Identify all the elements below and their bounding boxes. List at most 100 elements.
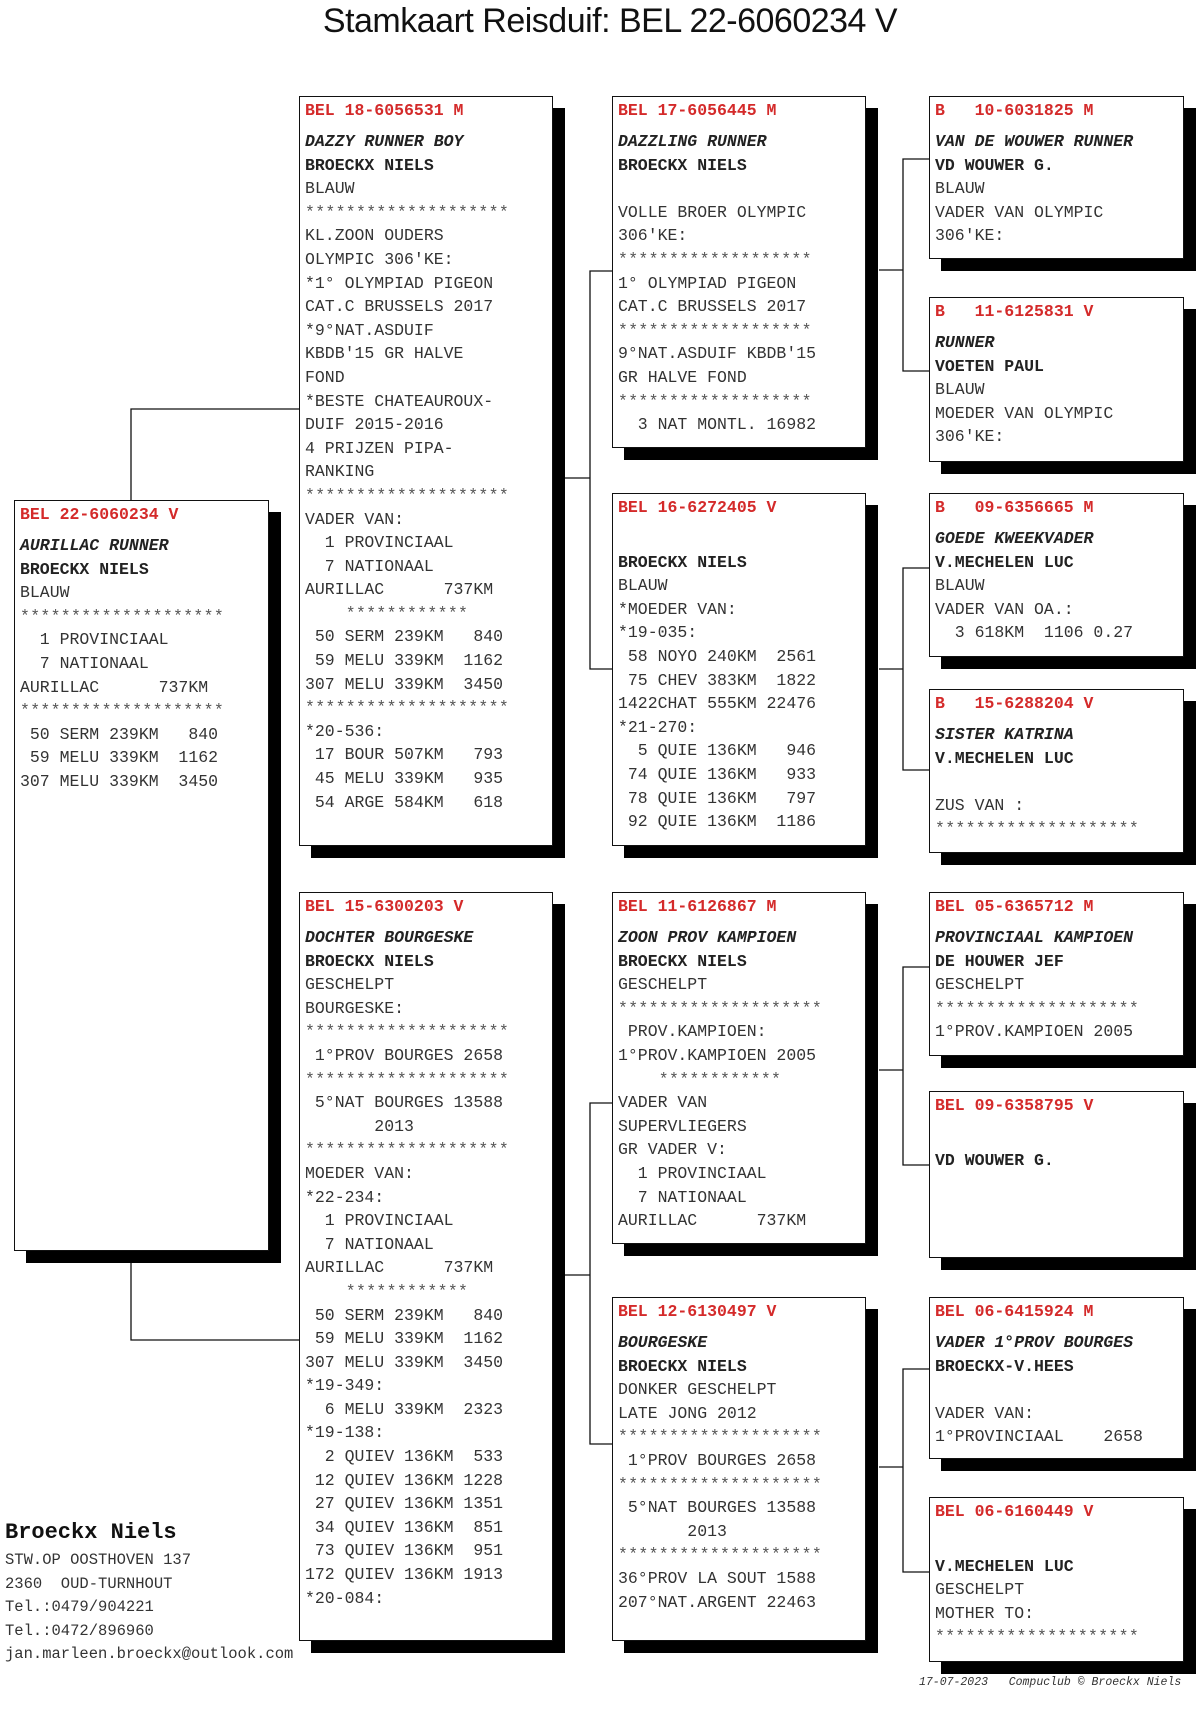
pigeon-card[interactable]: BEL 06-6415924 M VADER 1°PROV BOURGES BROE…	[929, 1297, 1184, 1459]
pedigree-line: *9°NAT.ASDUIF	[305, 320, 434, 340]
separator: *******************	[618, 320, 812, 340]
pigeon-card[interactable]: BEL 17-6056445 M DAZZLING RUNNER BROECKX N…	[612, 96, 866, 448]
pedigree-line: KL.ZOON OUDERS	[305, 226, 444, 246]
pedigree-line: 1 PROVINCIAAL	[305, 1211, 454, 1231]
separator: ********************	[305, 202, 510, 222]
pedigree-line: 59 MELU 339KM 1162	[20, 748, 219, 768]
ring-number: BEL 06-6160449 V	[935, 1502, 1094, 1521]
connector-gen2-c-branch	[902, 966, 929, 1166]
pedigree-line: 50 SERM 239KM 840	[305, 1305, 504, 1325]
pedigree-line: 2013	[618, 1521, 727, 1541]
pedigree-line: GESCHELPT	[935, 1580, 1025, 1600]
pigeon-card[interactable]: B 10-6031825 M VAN DE WOUWER RUNNER VD WOU…	[929, 96, 1184, 259]
pedigree-line: 1°PROVINCIAAL 2658	[935, 1427, 1143, 1447]
pedigree-line: 12 QUIEV 136KM 1228	[305, 1470, 504, 1490]
pedigree-line: *19-349:	[305, 1376, 385, 1396]
pedigree-line: BLAUW	[935, 380, 985, 400]
ring-number: BEL 11-6126867 M	[618, 897, 777, 916]
connector-root-sire	[130, 408, 299, 500]
pigeon-name: SISTER KATRINA	[935, 725, 1074, 744]
pedigree-line: MOEDER VAN:	[305, 1163, 414, 1183]
separator: ********************	[305, 1140, 510, 1160]
breeder-name: BROECKX NIELS	[618, 951, 747, 971]
pigeon-card[interactable]: BEL 05-6365712 M PROVINCIAAL KAMPIOEN DE H…	[929, 892, 1184, 1056]
pigeon-card[interactable]: BEL 12-6130497 V BOURGESKE BROECKX NIELS DO…	[612, 1297, 866, 1641]
pigeon-name: GOEDE KWEEKVADER	[935, 529, 1094, 548]
pigeon-name: DAZZLING RUNNER	[618, 132, 767, 151]
ring-number: BEL 17-6056445 M	[618, 101, 777, 120]
pedigree-line: 307 MELU 339KM 3450	[20, 771, 219, 791]
pigeon-card[interactable]: B 11-6125831 V RUNNER VOETEN PAUL BLAUW MOED…	[929, 297, 1184, 462]
pigeon-card[interactable]: BEL 16-6272405 V BROECKX NIELS BLAUW *MOEDE…	[612, 493, 866, 846]
pedigree-line: *BESTE CHATEAUROUX-	[305, 391, 494, 411]
pedigree-line: 9°NAT.ASDUIF KBDB'15	[618, 344, 817, 364]
pigeon-name	[935, 1125, 1183, 1149]
separator: *******************	[618, 249, 812, 269]
owner-info: Broeckx Niels STW.OP OOSTHOVEN 137 2360 …	[5, 1520, 293, 1667]
pedigree-line: *22-234:	[305, 1187, 385, 1207]
pigeon-card[interactable]: BEL 18-6056531 M DAZZY RUNNER BOY BROECKX …	[299, 96, 553, 846]
pedigree-line: *21-270:	[618, 717, 698, 737]
pedigree-line: 17 BOUR 507KM 793	[305, 745, 504, 765]
breeder-name: BROECKX NIELS	[20, 559, 149, 579]
pedigree-line: 5°NAT BOURGES 13588	[305, 1093, 504, 1113]
pigeon-name: DAZZY RUNNER BOY	[305, 132, 464, 151]
owner-phone-2: Tel.:0472/896960	[5, 1621, 154, 1640]
pedigree-line: VOLLE BROER OLYMPIC	[618, 202, 807, 222]
breeder-name: BROECKX NIELS	[618, 155, 747, 175]
breeder-name: VD WOUWER G.	[935, 1150, 1054, 1170]
pedigree-line: 75 CHEV 383KM 1822	[618, 670, 817, 690]
pigeon-name: AURILLAC RUNNER	[20, 536, 169, 555]
breeder-name: DE HOUWER JEF	[935, 951, 1064, 971]
pedigree-line: 1°PROV.KAMPIOEN 2005	[935, 1022, 1134, 1042]
pedigree-line: *19-035:	[618, 623, 698, 643]
pedigree-line: 4 PRIJZEN PIPA-	[305, 438, 454, 458]
ring-number: BEL 22-6060234 V	[20, 505, 179, 524]
owner-email: jan.marleen.broeckx@outlook.com	[5, 1645, 294, 1664]
connector-gen1-dam-branch	[589, 1102, 612, 1445]
breeder-name: VOETEN PAUL	[935, 356, 1044, 376]
pigeon-card[interactable]: BEL 09-6358795 V VD WOUWER G.	[929, 1091, 1184, 1258]
pigeon-name: DOCHTER BOURGESKE	[305, 928, 474, 947]
breeder-name: VD WOUWER G.	[935, 155, 1054, 175]
pedigree-line: DUIF 2015-2016	[305, 415, 444, 435]
ring-number: B 09-6356665 M	[935, 498, 1094, 517]
ring-number: B 15-6288204 V	[935, 694, 1094, 713]
pedigree-line: 172 QUIEV 136KM 1913	[305, 1565, 504, 1585]
pedigree-line: 1° OLYMPIAD PIGEON	[618, 273, 797, 293]
pigeon-card[interactable]: BEL 15-6300203 V DOCHTER BOURGESKE BROECKX…	[299, 892, 553, 1641]
ring-number: B 10-6031825 M	[935, 101, 1094, 120]
ring-number: BEL 12-6130497 V	[618, 1302, 777, 1321]
pedigree-line: 3 618KM 1106 0.27	[935, 623, 1134, 643]
pigeon-card[interactable]: BEL 06-6160449 V V.MECHELEN LUC GESCHELPT M…	[929, 1497, 1184, 1662]
pigeon-name	[935, 1531, 1183, 1555]
pedigree-line: 7 NATIONAAL	[20, 653, 149, 673]
separator: ********************	[618, 998, 823, 1018]
pigeon-card[interactable]: BEL 22-6060234 V AURILLAC RUNNER BROECKX N…	[14, 500, 269, 1251]
pedigree-line: GESCHELPT	[618, 975, 708, 995]
pigeon-name: VAN DE WOUWER RUNNER	[935, 132, 1134, 151]
pedigree-line: RANKING	[305, 462, 375, 482]
pedigree-line: AURILLAC 737KM	[305, 1258, 494, 1278]
pedigree-line: 1 PROVINCIAAL	[20, 630, 169, 650]
connector-root-dam	[130, 1263, 299, 1341]
pedigree-line: 3 NAT MONTL. 16982	[618, 415, 817, 435]
pedigree-line: BLAUW	[305, 179, 355, 199]
pigeon-card[interactable]: B 15-6288204 V SISTER KATRINA V.MECHELEN L…	[929, 689, 1184, 853]
pedigree-line: ZUS VAN :	[935, 795, 1025, 815]
pedigree-line: 74 QUIE 136KM 933	[618, 764, 817, 784]
pedigree-line: 5°NAT BOURGES 13588	[618, 1498, 817, 1518]
pedigree-line: *MOEDER VAN:	[618, 599, 737, 619]
pigeon-name: VADER 1°PROV BOURGES	[935, 1333, 1134, 1352]
pedigree-line: AURILLAC 737KM	[20, 677, 209, 697]
owner-city: 2360 OUD-TURNHOUT	[5, 1574, 173, 1593]
pedigree-line: CAT.C BRUSSELS 2017	[618, 297, 807, 317]
pedigree-line: CAT.C BRUSSELS 2017	[305, 297, 494, 317]
pigeon-card[interactable]: BEL 11-6126867 M ZOON PROV KAMPIOEN BROECK…	[612, 892, 866, 1244]
pedigree-line: FOND	[305, 367, 345, 387]
pedigree-line: *1° OLYMPIAD PIGEON	[305, 273, 494, 293]
pigeon-card[interactable]: B 09-6356665 M GOEDE KWEEKVADER V.MECHELEN…	[929, 493, 1184, 657]
pedigree-line: 34 QUIEV 136KM 851	[305, 1517, 504, 1537]
pedigree-line: DONKER GESCHELPT	[618, 1380, 777, 1400]
